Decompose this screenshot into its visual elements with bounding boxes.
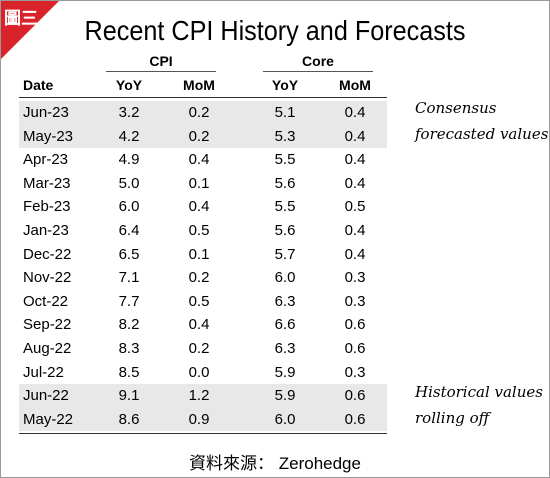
table-cell: 5.9: [274, 387, 296, 405]
table-cell: 6.3: [274, 292, 296, 310]
table-cell: 0.6: [344, 410, 366, 428]
table-cell: 0.2: [188, 269, 210, 287]
table-cell: 0.2: [188, 340, 210, 357]
table-cell: 9.1: [118, 387, 140, 405]
table-cell: 5.5: [274, 151, 296, 169]
table-cell: Jun-23: [23, 104, 69, 121]
annotation: Historical values: [415, 383, 543, 401]
table-cell: 0.4: [188, 316, 210, 334]
table-cell: 7.7: [118, 292, 140, 310]
table-cell: 5.6: [274, 174, 296, 192]
table-cell: 0.0: [188, 363, 210, 381]
table-cell: 0.4: [344, 245, 366, 263]
table-cell: 0.3: [344, 363, 366, 381]
table-cell: 5.3: [274, 127, 296, 145]
table-cell: 0.6: [344, 387, 366, 405]
annotation: Consensus: [415, 99, 497, 117]
column-header: YoY: [115, 77, 143, 93]
column-header: MoM: [183, 77, 215, 93]
table-cell: 6.6: [274, 316, 296, 334]
table-cell: 0.3: [344, 292, 366, 310]
row-shade: [19, 407, 387, 432]
table-cell: 0.9: [188, 410, 210, 428]
table-cell: 7.1: [118, 269, 140, 287]
table-cell: 5.5: [274, 198, 296, 216]
table-cell: 0.4: [188, 198, 210, 216]
table-cell: 8.2: [118, 316, 140, 334]
row-shade: [19, 124, 387, 149]
table-cell: 0.3: [344, 269, 366, 287]
table-cell: Apr-23: [23, 151, 69, 169]
table-cell: 0.1: [188, 245, 210, 263]
table-cell: Dec-22: [23, 245, 72, 263]
source: 資料來源： Zerohedge: [189, 454, 361, 473]
table-cell: 0.2: [188, 104, 210, 121]
table-cell: 0.6: [344, 316, 366, 334]
table-cell: 1.2: [188, 387, 210, 405]
table-cell: 0.4: [344, 174, 366, 192]
annotation: forecasted values: [415, 125, 549, 143]
table-cell: Mar-23: [23, 174, 71, 192]
table-cell: 6.0: [274, 410, 296, 428]
table-cell: Jun-22: [23, 387, 69, 405]
group-header: CPI: [106, 53, 216, 72]
table-cell: 8.3: [118, 340, 140, 357]
column-header: Date: [23, 77, 54, 93]
table-cell: Jul-22: [23, 363, 64, 381]
header-rule: [19, 97, 387, 98]
row-shade: [19, 101, 387, 125]
table-cell: 5.1: [274, 104, 296, 121]
badge: 圖三: [4, 9, 38, 28]
column-header: MoM: [339, 77, 371, 93]
annotation: rolling off: [415, 409, 490, 427]
table-cell: 8.5: [118, 363, 140, 381]
table-cell: 0.4: [188, 151, 210, 169]
table-cell: Nov-22: [23, 269, 72, 287]
table-cell: 0.4: [344, 127, 366, 145]
table-cell: 0.4: [344, 151, 366, 169]
row-shade: [19, 384, 387, 408]
table-cell: Sep-22: [23, 316, 72, 334]
table-cell: May-22: [23, 410, 74, 428]
table-cell: Feb-23: [23, 198, 71, 216]
table-cell: 0.5: [344, 198, 366, 216]
bottom-rule: [19, 433, 387, 434]
table-cell: 0.6: [344, 340, 366, 357]
table-cell: 6.4: [118, 222, 140, 239]
title: Recent CPI History and Forecasts: [84, 15, 466, 46]
table-cell: Aug-22: [23, 340, 72, 357]
table-cell: 5.0: [118, 174, 140, 192]
table-cell: 0.5: [188, 292, 210, 310]
table-cell: 0.2: [188, 127, 210, 145]
table-cell: 0.4: [344, 104, 366, 121]
table-cell: 5.7: [274, 245, 296, 263]
table-cell: 6.0: [118, 198, 140, 216]
group-header: Core: [263, 53, 373, 72]
table-cell: 6.3: [274, 340, 296, 357]
column-header: YoY: [271, 77, 299, 93]
table-cell: 4.2: [118, 127, 140, 145]
table-cell: 0.4: [344, 222, 366, 239]
table-cell: 5.9: [274, 363, 296, 381]
table-cell: May-23: [23, 127, 74, 145]
table-cell: 6.5: [118, 245, 140, 263]
badge-shape: [1, 1, 59, 59]
table-cell: 0.1: [188, 174, 210, 192]
table-cell: 8.6: [118, 410, 140, 428]
table-cell: 0.5: [188, 222, 210, 239]
table-cell: 3.2: [118, 104, 140, 121]
table-cell: Oct-22: [23, 292, 69, 310]
table-cell: Jan-23: [23, 222, 69, 239]
table-cell: 4.9: [118, 151, 140, 169]
table-cell: 6.0: [274, 269, 296, 287]
table-cell: 5.6: [274, 222, 296, 239]
